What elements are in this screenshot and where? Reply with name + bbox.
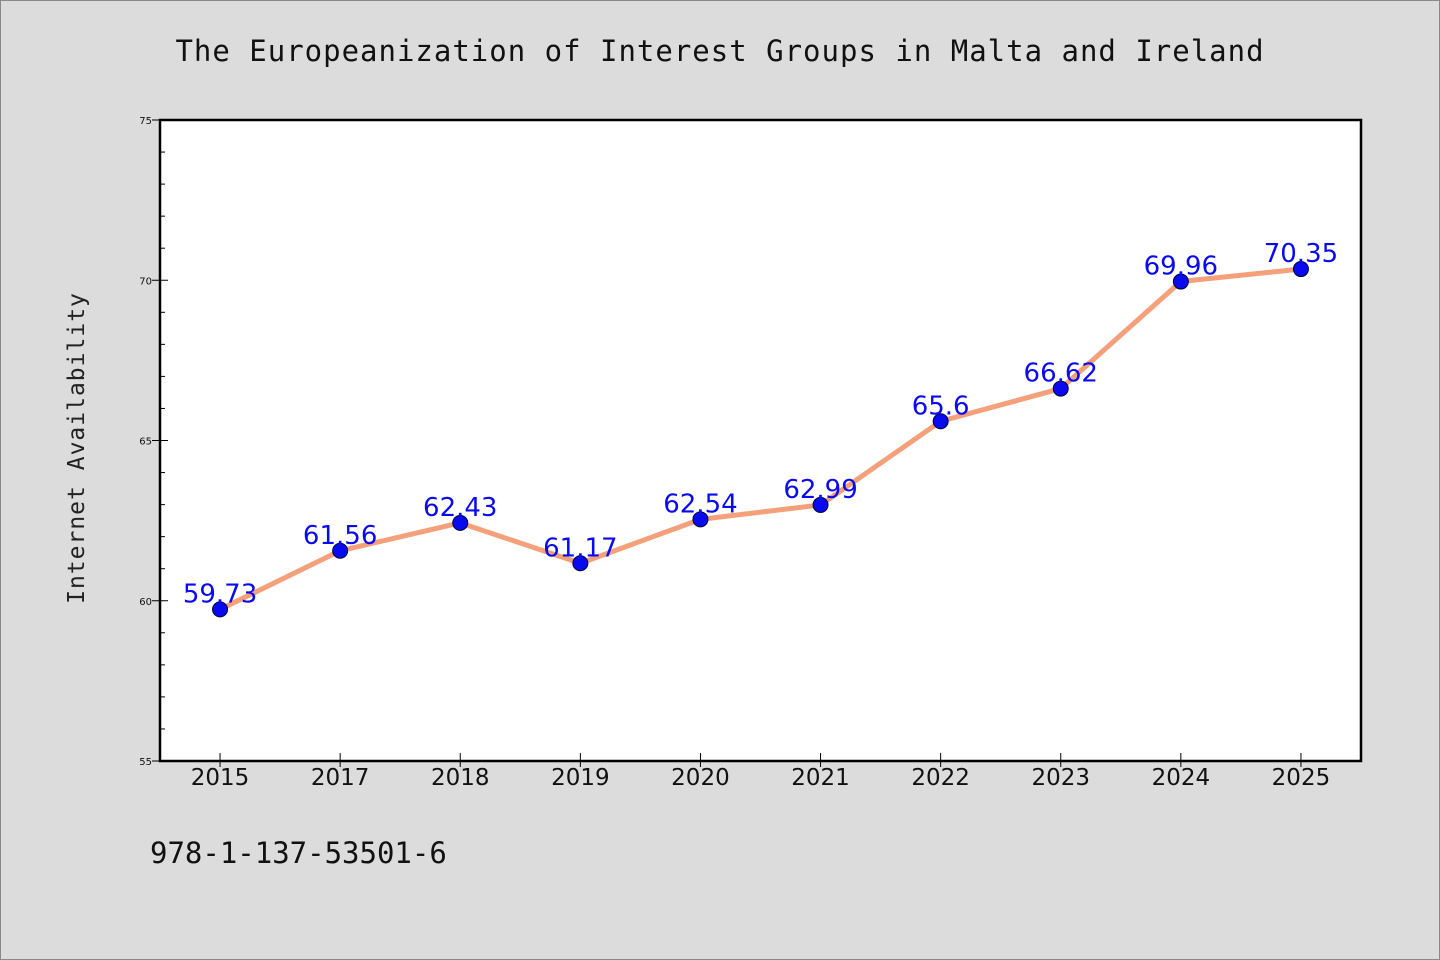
data-point — [572, 555, 589, 572]
series-line — [217, 266, 1304, 612]
data-label: 69.96 — [1144, 252, 1218, 282]
x-tick-label: 2017 — [311, 765, 370, 791]
y-tick-label: 55 — [139, 757, 152, 768]
data-point — [692, 511, 709, 528]
data-label: 70.35 — [1264, 239, 1338, 269]
data-point — [1052, 380, 1069, 397]
data-point — [452, 514, 469, 531]
x-tick-label: 2025 — [1272, 765, 1331, 791]
x-tick-label: 2015 — [191, 765, 250, 791]
x-tick-label: 2020 — [671, 765, 730, 791]
data-point — [812, 496, 829, 513]
x-tick-label: 2023 — [1031, 765, 1090, 791]
x-tick-label: 2018 — [431, 765, 490, 791]
x-tick-label: 2021 — [791, 765, 850, 791]
data-point — [212, 601, 229, 618]
data-label: 62.99 — [783, 475, 857, 505]
data-label: 62.54 — [663, 489, 737, 519]
data-label: 61.17 — [543, 533, 617, 563]
isbn-text: 978-1-137-53501-6 — [150, 836, 447, 870]
y-tick-label: 75 — [139, 116, 152, 127]
data-point — [332, 542, 349, 559]
plot-area — [160, 120, 1361, 761]
y-tick-label: 65 — [139, 437, 152, 448]
plot-border — [158, 118, 1363, 763]
data-label: 59.73 — [183, 579, 257, 609]
x-tick-label: 2022 — [911, 765, 970, 791]
x-tick-label: 2024 — [1152, 765, 1211, 791]
y-tick-label: 70 — [139, 276, 152, 287]
data-label: 61.56 — [303, 521, 377, 551]
data-point — [1172, 273, 1189, 290]
data-point — [932, 413, 949, 430]
data-label: 65.6 — [912, 391, 970, 421]
x-tick-label: 2019 — [551, 765, 610, 791]
data-point — [1292, 261, 1309, 278]
data-label: 66.62 — [1024, 359, 1098, 389]
data-label: 62.43 — [423, 493, 497, 523]
chart-title: The Europeanization of Interest Groups i… — [175, 34, 1265, 68]
y-tick-label: 60 — [139, 597, 152, 608]
